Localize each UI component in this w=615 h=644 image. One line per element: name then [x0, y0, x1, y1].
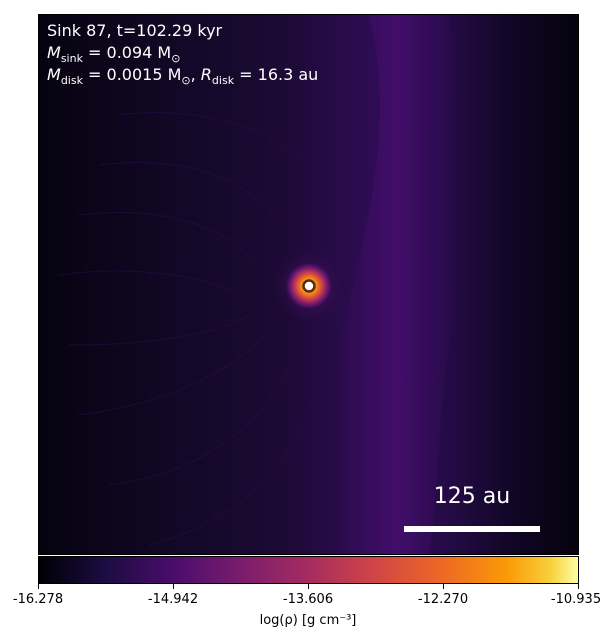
colorbar-tick-label: -10.935 — [550, 592, 602, 607]
density-image — [39, 15, 578, 554]
sink-title: Sink 87, t=102.29 kyr — [47, 21, 223, 40]
colorbar-tick — [578, 584, 579, 589]
colorbar-tick-label: -14.942 — [147, 592, 199, 607]
sink-mass-label: Msink = 0.094 M⊙ — [47, 43, 181, 66]
colorbar-tick-label: -16.278 — [12, 592, 64, 607]
colorbar-tick — [38, 584, 39, 589]
scalebar-label: 125 au — [433, 484, 511, 509]
colorbar — [38, 556, 579, 584]
colorbar-tick — [173, 584, 174, 589]
scalebar — [404, 526, 540, 532]
disk-properties-label: Mdisk = 0.0015 M⊙, Rdisk = 16.3 au — [47, 65, 319, 88]
density-map — [38, 14, 579, 555]
sink-marker — [302, 279, 316, 293]
colorbar-tick — [308, 584, 309, 589]
colorbar-tick-label: -13.606 — [282, 592, 334, 607]
colorbar-tick — [443, 584, 444, 589]
colorbar-tick-label: -12.270 — [417, 592, 469, 607]
colorbar-label: log(ρ) [g cm⁻³] — [259, 613, 357, 628]
